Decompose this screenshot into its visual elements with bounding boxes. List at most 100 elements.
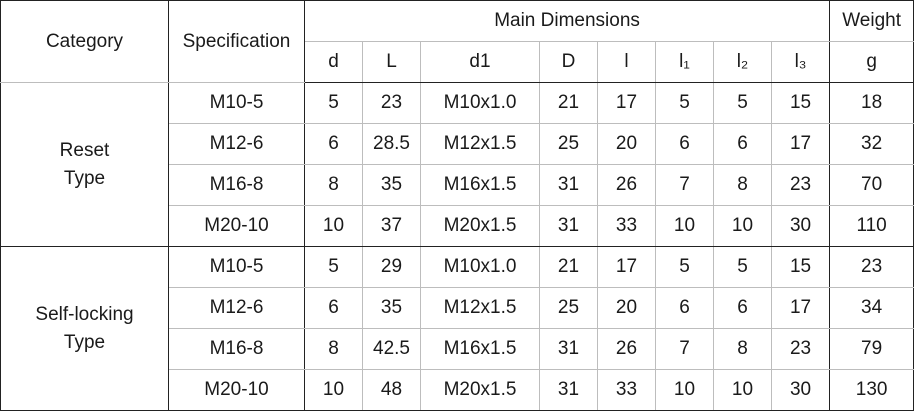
- spec-cell: M10-5: [168, 246, 305, 288]
- value-cell: 26: [597, 328, 656, 370]
- value-cell: 7: [655, 328, 714, 370]
- weight-header: Weight: [829, 0, 914, 42]
- value-cell: 8: [304, 328, 363, 370]
- value-cell: M16x1.5: [420, 164, 540, 206]
- table-body: Reset Type M10-5 5 23 M10x1.0 21 17 5 5 …: [0, 82, 914, 411]
- value-cell: M10x1.0: [420, 82, 540, 124]
- value-cell: 42.5: [362, 328, 421, 370]
- value-cell: 31: [539, 369, 598, 411]
- value-cell: 5: [655, 246, 714, 288]
- value-cell: 31: [539, 164, 598, 206]
- table-header: Category Specification Main Dimensions W…: [0, 0, 914, 83]
- value-cell: 5: [713, 246, 772, 288]
- weight-cell: 79: [829, 328, 914, 370]
- value-cell: M20x1.5: [420, 205, 540, 247]
- value-cell: 31: [539, 205, 598, 247]
- header-row-top: Category Specification Main Dimensions W…: [0, 0, 914, 83]
- value-cell: 31: [539, 328, 598, 370]
- spec-cell: M10-5: [168, 82, 305, 124]
- value-cell: 21: [539, 246, 598, 288]
- value-cell: 5: [713, 82, 772, 124]
- table-row: Reset Type M10-5 5 23 M10x1.0 21 17 5 5 …: [0, 82, 914, 247]
- value-cell: 17: [770, 287, 831, 329]
- value-cell: 33: [597, 205, 656, 247]
- value-cell: 6: [304, 123, 363, 165]
- value-cell: 37: [362, 205, 421, 247]
- weight-cell: 32: [829, 123, 914, 165]
- category-label-line2: Type: [63, 331, 106, 353]
- weight-cell: 18: [829, 82, 914, 124]
- value-cell: 10: [713, 205, 772, 247]
- value-cell: 15: [770, 82, 831, 124]
- value-cell: 8: [304, 164, 363, 206]
- value-cell: 25: [539, 123, 598, 165]
- table-row: M20-10 10 37 M20x1.5 31 33 10 10 30 110: [1, 205, 914, 247]
- value-cell: 17: [597, 246, 656, 288]
- value-cell: 10: [713, 369, 772, 411]
- value-cell: 30: [770, 369, 831, 411]
- value-cell: 28.5: [362, 123, 421, 165]
- dim-header-D: D: [539, 41, 598, 83]
- value-cell: 6: [655, 287, 714, 329]
- table-row: M12-6 6 35 M12x1.5 25 20 6 6 17 34: [1, 287, 914, 329]
- value-cell: 23: [362, 82, 421, 124]
- value-cell: 6: [304, 287, 363, 329]
- value-cell: M12x1.5: [420, 123, 540, 165]
- value-cell: 10: [655, 205, 714, 247]
- category-header: Category: [0, 0, 169, 83]
- value-cell: 20: [597, 123, 656, 165]
- weight-unit-header: g: [829, 41, 914, 83]
- value-cell: 8: [713, 164, 772, 206]
- dim-header-L: L: [362, 41, 421, 83]
- value-cell: M16x1.5: [420, 328, 540, 370]
- value-cell: 48: [362, 369, 421, 411]
- value-cell: 10: [655, 369, 714, 411]
- weight-cell: 110: [829, 205, 914, 247]
- value-cell: 17: [597, 82, 656, 124]
- spec-cell: M16-8: [168, 164, 305, 206]
- value-cell: 8: [713, 328, 772, 370]
- table-row: Self-locking Type M10-5 5 29 M10x1.0 21 …: [0, 246, 914, 411]
- category-label-line1: Self-locking: [35, 303, 134, 325]
- main-dimensions-header: Main Dimensions: [303, 0, 831, 42]
- value-cell: M10x1.0: [420, 246, 540, 288]
- value-cell: 15: [770, 246, 831, 288]
- dim-header-l3: l₃: [770, 41, 831, 83]
- value-cell: 23: [770, 164, 831, 206]
- spec-cell: M16-8: [168, 328, 305, 370]
- dim-header-l: l: [597, 41, 656, 83]
- value-cell: 5: [304, 82, 363, 124]
- dim-header-d: d: [304, 41, 363, 83]
- value-cell: 10: [304, 205, 363, 247]
- weight-cell: 130: [829, 369, 914, 411]
- table-row: M16-8 8 42.5 M16x1.5 31 26 7 8 23 79: [1, 328, 914, 370]
- spec-cell: M12-6: [168, 123, 305, 165]
- weight-cell: 23: [829, 246, 914, 288]
- value-cell: 35: [362, 287, 421, 329]
- value-cell: M12x1.5: [420, 287, 540, 329]
- weight-cell: 34: [829, 287, 914, 329]
- dim-header-l1: l₁: [655, 41, 714, 83]
- value-cell: 20: [597, 287, 656, 329]
- value-cell: 7: [655, 164, 714, 206]
- value-cell: 26: [597, 164, 656, 206]
- spec-cell: M20-10: [168, 369, 305, 411]
- value-cell: 6: [655, 123, 714, 165]
- header-row-sub: d L d1 D l l₁ l₂ l₃ g: [1, 41, 914, 83]
- value-cell: 6: [713, 123, 772, 165]
- spec-cell: M20-10: [168, 205, 305, 247]
- category-label-line2: Type: [63, 167, 106, 189]
- table-row: M12-6 6 28.5 M12x1.5 25 20 6 6 17 32: [1, 123, 914, 165]
- dim-header-l2: l₂: [713, 41, 772, 83]
- spec-cell: M12-6: [168, 287, 305, 329]
- value-cell: 6: [713, 287, 772, 329]
- value-cell: 10: [304, 369, 363, 411]
- category-cell-self-locking: Self-locking Type: [0, 246, 169, 411]
- value-cell: 5: [655, 82, 714, 124]
- value-cell: 23: [770, 328, 831, 370]
- value-cell: 21: [539, 82, 598, 124]
- category-cell-reset: Reset Type: [0, 82, 169, 247]
- specification-header: Specification: [168, 0, 305, 83]
- value-cell: 33: [597, 369, 656, 411]
